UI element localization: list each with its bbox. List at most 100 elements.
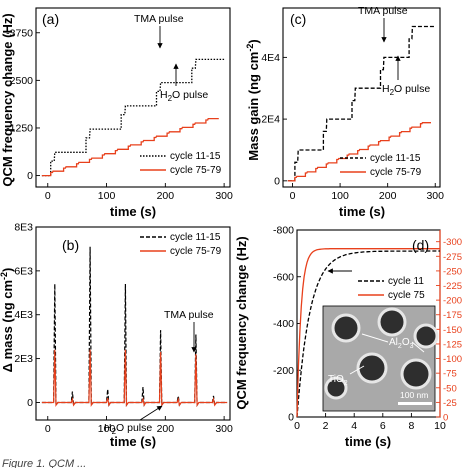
sem-scalebar-label: 100 nm	[400, 390, 428, 400]
panel-c-h2o-annotation: H2O pulse	[382, 83, 430, 97]
panel-b-xlabel: time (s)	[110, 434, 156, 449]
panel-b-series-cycle-11-15	[41, 246, 228, 408]
panel-b: 0 100 200 300 0 2E3 4E3 6E3 8E3 (b) Δ mass (ng c…	[0, 222, 233, 450]
panel-a-tma-annotation: TMA pulse	[134, 13, 184, 25]
panel-b-h2o-annotation: H2O pulse	[104, 422, 152, 436]
panel-b-xtick-label: 100	[98, 423, 116, 435]
panel-c-ylabel: Mass gain (ng cm-2)	[245, 39, 261, 160]
sem-pore	[413, 323, 439, 349]
panel-c-label: (c)	[290, 11, 306, 27]
panel-a-xtick-label: 0	[45, 190, 51, 202]
panel-a-plot: 0 100 200 300 0 -1250 -2500 -3750	[6, 27, 233, 202]
panel-d-y2tick-label: -275	[443, 252, 462, 263]
panel-d-y2tick-label: -100	[443, 354, 462, 365]
panel-b-ytick-label: 8E3	[14, 222, 33, 234]
sem-inset: Al2O3 TiO2 100 nm	[322, 305, 439, 412]
panel-d-series-cycle-11	[296, 250, 440, 418]
panel-d-xtick-label: 4	[351, 420, 357, 432]
panel-d-y2tick-label: -225	[443, 281, 462, 292]
panel-d-plot: 0 2 4 6 8 100-200-400-600-8000-25-50-75-100-1…	[273, 225, 462, 433]
sem-pore	[356, 352, 388, 384]
panel-d-y2tick-label: 0	[443, 413, 448, 424]
panel-b-plot: 0 100 200 300 0 2E3 4E3 6E3 8E3	[14, 222, 233, 436]
panel-a-series-cycle-11-15	[41, 58, 225, 177]
panel-c-plot: 0 100 200 300 0 2E4 4E4	[261, 25, 444, 202]
panel-d-ytick-label: -400	[273, 318, 294, 330]
panel-d-y2tick-label: -200	[443, 296, 462, 307]
panel-a-xtick-label: 200	[157, 190, 175, 202]
panel-a-ytick-label: 0	[27, 170, 33, 182]
panel-d-y2tick-label: -50	[443, 383, 457, 394]
panel-d-xtick-label: 6	[380, 420, 386, 432]
panel-d-y2tick-label: -250	[443, 266, 462, 277]
panel-b-label: (b)	[62, 237, 79, 253]
legend-label-cycle-11-15: cycle 11-15	[370, 153, 421, 164]
panel-c-legend: cycle 11-15 cycle 75-79	[340, 153, 422, 178]
panel-d-y2tick-label: -125	[443, 339, 462, 350]
panel-b-ytick-label: 2E3	[14, 353, 33, 365]
panel-b-xtick-label: 300	[215, 423, 233, 435]
panel-d-xtick-label: 8	[408, 420, 414, 432]
panel-a-ytick-label: -3750	[6, 27, 33, 39]
panel-d-ytick-label: -800	[273, 225, 294, 237]
panel-c-xtick-label: 300	[426, 190, 444, 202]
panel-c-ytick-label: 4E4	[261, 52, 280, 64]
legend-label-cycle-75: cycle 75	[388, 290, 425, 301]
panel-a-frame	[35, 7, 231, 188]
panel-c-xtick-label: 0	[290, 190, 296, 202]
sem-scalebar	[398, 402, 432, 405]
panel-a-xlabel: time (s)	[110, 204, 156, 219]
panel-b-frame	[35, 226, 231, 421]
sem-arrow	[411, 341, 425, 353]
panel-a-ytick-label: -2500	[6, 75, 33, 87]
panel-b-xtick-label: 200	[157, 423, 175, 435]
panel-c-frame	[282, 7, 441, 188]
panel-d-label: (d)	[412, 237, 429, 253]
panel-b-ytick-label: 6E3	[14, 265, 33, 277]
panel-c-series-cycle-11-15	[287, 25, 436, 182]
panel-b-ylabel: Δ mass (ng cm-2)	[0, 268, 15, 373]
panel-d-ytick-label: -600	[273, 271, 294, 283]
panel-c-xlabel: time (s)	[339, 204, 385, 219]
panel-d-series-cycle-75	[296, 248, 440, 418]
panel-b-ytick-label: 4E3	[14, 309, 33, 321]
panel-c-xtick-label: 200	[379, 190, 397, 202]
panel-b-tma-annotation: TMA pulse	[164, 309, 214, 321]
sem-pore	[324, 376, 348, 400]
panel-b-h2o-arrow	[139, 405, 163, 421]
panel-a-label: (a)	[42, 11, 59, 27]
panel-c-ytick-label: 0	[274, 175, 280, 187]
panel-b-series-cycle-75-79	[41, 349, 228, 408]
panel-a-xtick-label: 100	[98, 190, 116, 202]
panel-a-legend: cycle 11-15 cycle 75-79	[140, 151, 222, 176]
panel-b-legend: cycle 11-15 cycle 75-79	[140, 232, 222, 257]
sem-arrow	[361, 333, 389, 343]
panel-d-y2tick-label: -175	[443, 310, 462, 321]
panel-d-xtick-label: 2	[323, 420, 329, 432]
panel-d-y2tick-label: -25	[443, 398, 457, 409]
panel-a: 0 100 200 300 0 -1250 -2500 -3750 (a) QCM frequ…	[0, 7, 233, 219]
legend-label-cycle-75-79: cycle 75-79	[170, 246, 222, 257]
panel-d-y2tick-label: -300	[443, 237, 462, 248]
panel-a-ylabel: QCM frequency change (Hz)	[0, 13, 15, 186]
sem-pore	[400, 358, 432, 390]
legend-label-cycle-11: cycle 11	[388, 276, 424, 287]
panel-d-y2tick-label: -75	[443, 369, 457, 380]
panel-d-ytick-label: 0	[288, 412, 294, 424]
sem-label-tio2: TiO2	[328, 374, 348, 387]
panel-d-ylabel: QCM frequency change (Hz)	[234, 236, 249, 409]
panel-d-xlabel: time (s)	[345, 434, 391, 449]
panel-d: 0 2 4 6 8 100-200-400-600-8000-25-50-75-100-1…	[234, 225, 462, 450]
panel-c-tma-annotation: TMA pulse	[358, 5, 408, 17]
legend-label-cycle-75-79: cycle 75-79	[170, 165, 222, 176]
panel-c-xtick-label: 100	[331, 190, 349, 202]
legend-label-cycle-11-15: cycle 11-15	[170, 232, 221, 243]
figure-caption: Figure 1. QCM ...	[2, 458, 86, 468]
panel-c-ytick-label: 2E4	[261, 114, 280, 126]
panel-d-xtick-label: 10	[434, 420, 446, 432]
panel-c: 0 100 200 300 0 2E4 4E4 (c) Mass gain (ng cm-2…	[245, 5, 444, 219]
sem-label-al2o3: Al2O3	[389, 337, 414, 350]
panel-d-legend: cycle 11 cycle 75	[358, 276, 425, 301]
sem-pore	[377, 307, 407, 337]
